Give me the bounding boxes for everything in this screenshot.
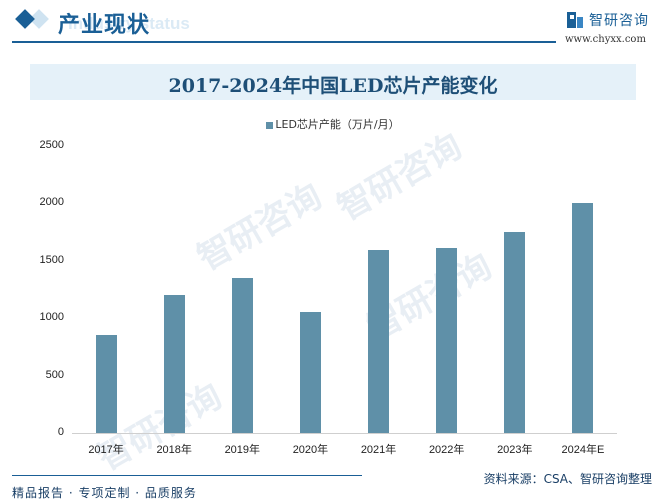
- x-tick-label: 2020年: [292, 444, 329, 456]
- watermark: 智研咨询: [190, 176, 329, 279]
- header-diamond-icon: [15, 9, 35, 29]
- legend-label: LED芯片产能（万片/月）: [275, 118, 400, 131]
- y-tick-label: 0: [57, 426, 64, 438]
- chart-title-band: [30, 64, 636, 100]
- header-divider: [12, 41, 556, 43]
- bar: [95, 334, 117, 433]
- bar: [436, 248, 458, 433]
- x-axis-line: [72, 433, 617, 434]
- x-tick-label: 2017年: [88, 444, 124, 456]
- bar: [572, 203, 594, 433]
- footer-divider: [12, 475, 362, 476]
- y-tick-label: 2500: [39, 139, 64, 151]
- brand-name: 智研咨询: [589, 13, 649, 29]
- x-tick-label: 2018年: [156, 444, 192, 456]
- bar: [504, 231, 526, 433]
- footer-tagline: 精品报告 · 专项定制 · 品质服务: [12, 486, 197, 500]
- x-tick-label: 2023年: [497, 444, 533, 456]
- y-tick-label: 1500: [39, 253, 64, 266]
- x-tick-label: 2022年: [428, 444, 465, 456]
- bar: [163, 295, 185, 433]
- watermark: 智研咨询: [330, 126, 469, 229]
- y-tick-label: 2000: [39, 196, 64, 209]
- section-title: 产业现状: [58, 12, 151, 38]
- brand-logo: 智研咨询: [567, 10, 649, 30]
- y-tick-label: 1000: [39, 311, 64, 324]
- bar: [368, 250, 390, 433]
- legend-swatch-icon: [266, 121, 274, 129]
- brand-url: www.chyxx.com: [565, 34, 646, 45]
- chart-title: 2017-2024年中国LED芯片产能变化: [168, 75, 498, 97]
- section-subtitle: Industry status: [68, 14, 190, 33]
- brand-logo-icon: [567, 12, 583, 28]
- y-tick-label: 500: [45, 368, 64, 381]
- x-tick-label: 2021年: [360, 444, 397, 456]
- x-tick-label: 2024年E: [561, 444, 605, 456]
- x-tick-label: 2019年: [224, 444, 261, 456]
- chart-legend: LED芯片产能（万片/月）: [0, 116, 666, 132]
- data-source: 资料来源：CSA、智研咨询整理: [483, 472, 652, 486]
- bar: [299, 312, 321, 433]
- bar: [231, 278, 253, 433]
